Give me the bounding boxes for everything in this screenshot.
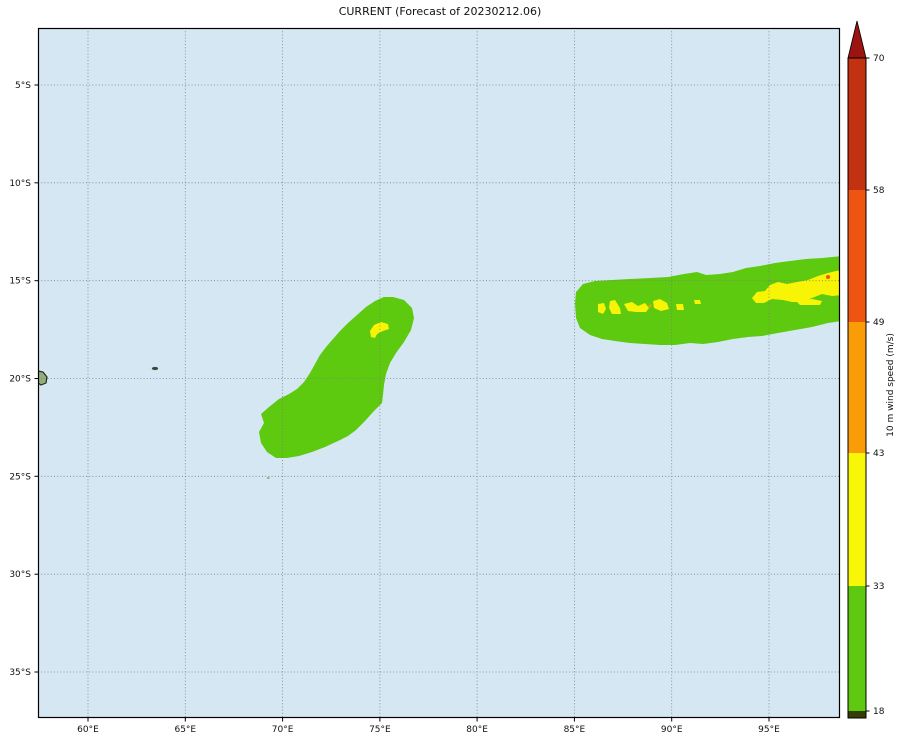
x-tick-label-85e: 85°E <box>564 725 586 735</box>
island-speck-small <box>267 477 270 479</box>
colorbar-axis-label: 10 m wind speed (m/s) <box>886 333 896 437</box>
wind-region-yellow-east-main <box>752 270 840 303</box>
colorbar-tick-label-49: 49 <box>873 318 885 328</box>
island-left-edge <box>38 370 48 386</box>
wind-region-orange-dot-west <box>648 304 652 308</box>
x-tick-label-90e: 90°E <box>661 725 683 735</box>
chart-title: CURRENT (Forecast of 20230212.06) <box>339 5 542 18</box>
wind-region-yellow-east-spot-4 <box>653 299 669 311</box>
x-tick-label-70e: 70°E <box>272 725 294 735</box>
colorbar-tick-label-70: 70 <box>873 54 885 64</box>
colorbar-seg-58-70 <box>848 58 866 190</box>
island-speck-rodrigues <box>151 366 159 371</box>
wind-region-yellow-east-streak <box>795 299 822 305</box>
colorbar-border <box>847 57 867 719</box>
y-tick-label-20s: 20°S <box>9 375 31 385</box>
y-tick-label-5s: 5°S <box>15 81 31 91</box>
wind-region-green-east <box>575 256 840 345</box>
y-tick-label-10s: 10°S <box>9 179 31 189</box>
x-tick-label-60e: 60°E <box>77 725 99 735</box>
wind-region-yellow-east-spot-3 <box>624 302 649 312</box>
colorbar-tick-label-58: 58 <box>873 186 885 196</box>
colorbar-tick-label-33: 33 <box>873 582 884 592</box>
x-tick-label-75e: 75°E <box>369 725 391 735</box>
colorbar-seg-43-49 <box>848 322 866 453</box>
y-tick-label-15s: 15°S <box>9 277 31 287</box>
x-tick-label-65e: 65°E <box>174 725 196 735</box>
colorbar-overflow-arrow <box>847 20 867 59</box>
y-tick-label-30s: 30°S <box>9 570 31 580</box>
wind-region-orange-dot-east <box>826 275 830 279</box>
x-tick-label-80e: 80°E <box>466 725 488 735</box>
colorbar-underflow-seg <box>848 711 866 718</box>
colorbar-tick-label-43: 43 <box>873 449 884 459</box>
y-tick-label-35s: 35°S <box>9 668 31 678</box>
wind-region-yellow-east-spot-1 <box>598 303 606 314</box>
ocean-background <box>38 28 840 718</box>
x-tick-label-95e: 95°E <box>758 725 780 735</box>
y-tick-label-25s: 25°S <box>9 472 31 482</box>
wind-region-yellow-west-core <box>370 322 389 338</box>
wind-region-yellow-east-spot-5 <box>676 304 684 310</box>
wind-region-yellow-east-spot-6 <box>694 300 701 304</box>
plot-border <box>37 27 841 719</box>
colorbar-seg-33-43 <box>848 453 866 586</box>
colorbar-seg-49-58 <box>848 190 866 322</box>
wind-region-yellow-east-spot-2 <box>609 300 621 314</box>
colorbar-seg-18-33 <box>848 586 866 711</box>
colorbar-tick-label-18: 18 <box>873 707 885 717</box>
